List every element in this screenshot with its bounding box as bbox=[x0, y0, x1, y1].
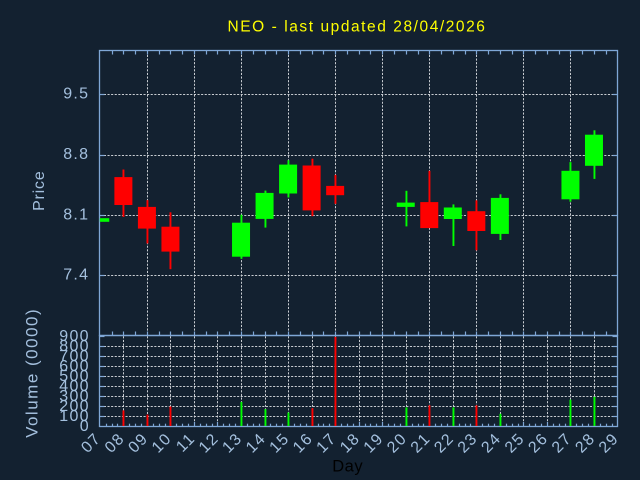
svg-text:400: 400 bbox=[59, 378, 90, 395]
svg-text:800: 800 bbox=[59, 338, 90, 355]
svg-text:300: 300 bbox=[59, 388, 90, 405]
svg-text:600: 600 bbox=[59, 358, 90, 375]
svg-text:7.4: 7.4 bbox=[63, 267, 89, 284]
svg-text:Price: Price bbox=[31, 170, 48, 210]
svg-text:900: 900 bbox=[59, 328, 90, 345]
svg-text:8.1: 8.1 bbox=[63, 206, 89, 223]
svg-text:Volume (0000): Volume (0000) bbox=[23, 308, 42, 438]
svg-text:500: 500 bbox=[59, 368, 90, 385]
svg-text:0: 0 bbox=[80, 418, 90, 435]
svg-text:200: 200 bbox=[59, 398, 90, 415]
svg-text:NEO - last updated 28/04/2026: NEO - last updated 28/04/2026 bbox=[228, 18, 487, 35]
svg-text:100: 100 bbox=[59, 408, 90, 425]
svg-text:9.5: 9.5 bbox=[63, 86, 89, 103]
svg-text:8.8: 8.8 bbox=[63, 146, 89, 163]
svg-text:Day: Day bbox=[332, 457, 363, 475]
svg-text:700: 700 bbox=[59, 348, 90, 365]
